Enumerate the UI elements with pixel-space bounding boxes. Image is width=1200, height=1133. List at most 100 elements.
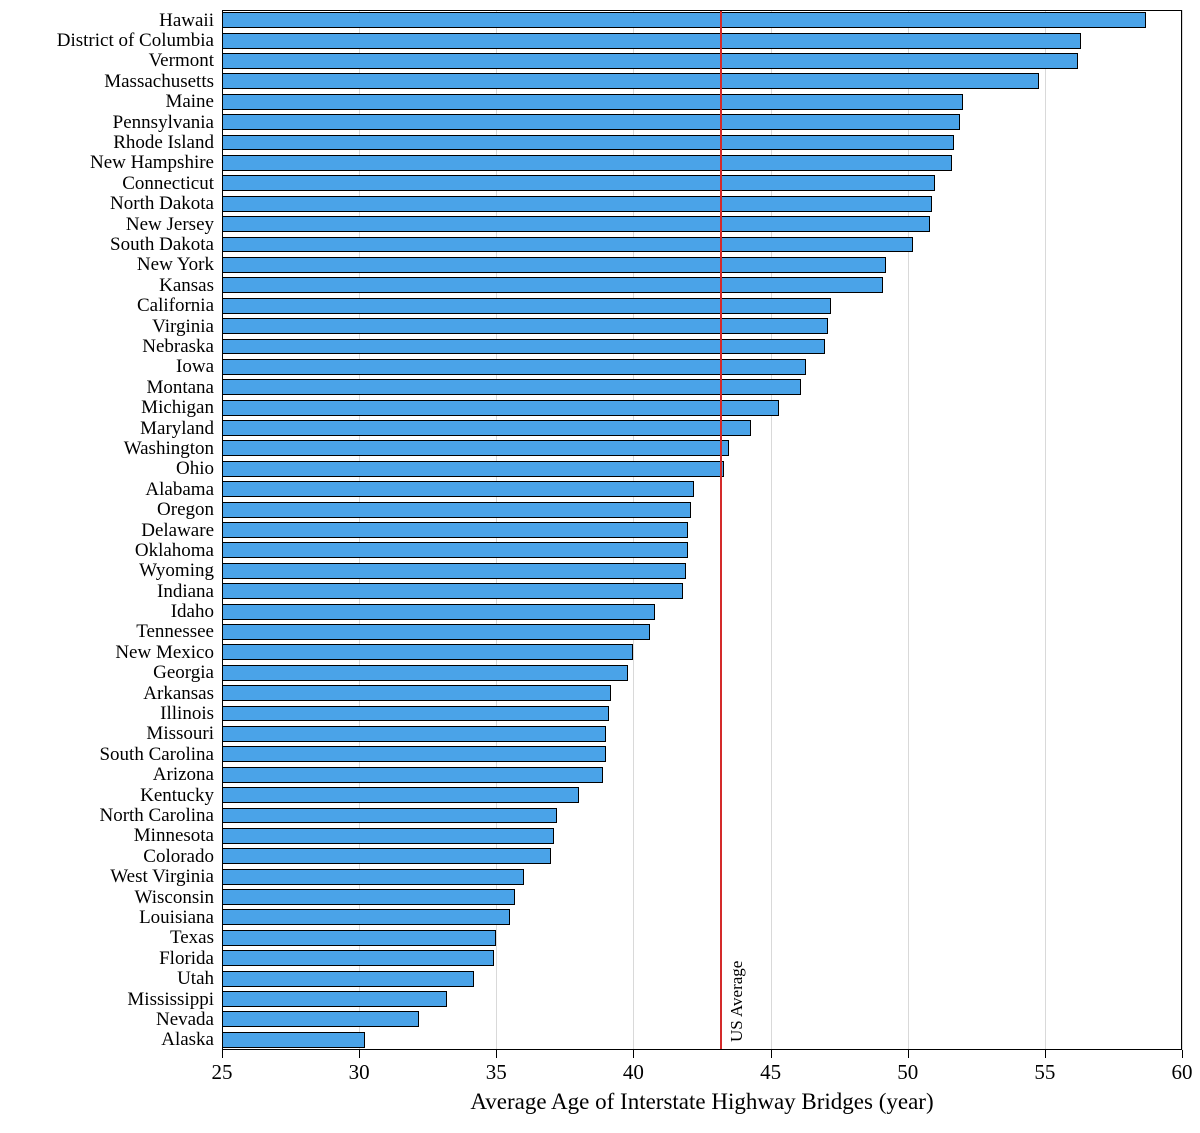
y-tick-label: Virginia <box>152 316 214 338</box>
y-tick-label: Alabama <box>145 479 214 501</box>
us-average-line <box>720 10 722 1050</box>
y-tick-label: Idaho <box>171 601 214 623</box>
x-tick-label: 25 <box>212 1060 233 1085</box>
bar <box>222 971 474 987</box>
bar <box>222 400 779 416</box>
x-tick-mark <box>222 1050 223 1058</box>
x-tick-mark <box>1045 1050 1046 1058</box>
y-tick-label: Oregon <box>157 499 214 521</box>
bar <box>222 848 551 864</box>
bar <box>222 644 633 660</box>
x-tick-label: 30 <box>349 1060 370 1085</box>
bar <box>222 298 831 314</box>
bar <box>222 257 886 273</box>
y-tick-label: Washington <box>124 438 214 460</box>
bar <box>222 12 1146 28</box>
bar <box>222 237 913 253</box>
bar <box>222 359 806 375</box>
bridge-age-chart: HawaiiDistrict of ColumbiaVermontMassach… <box>0 0 1200 1133</box>
x-tick-mark <box>633 1050 634 1058</box>
y-tick-label: Ohio <box>176 458 214 480</box>
y-tick-label: District of Columbia <box>57 30 214 52</box>
x-tick-mark <box>908 1050 909 1058</box>
bar <box>222 155 952 171</box>
y-tick-label: West Virginia <box>110 866 214 888</box>
bar <box>222 339 825 355</box>
bar <box>222 481 694 497</box>
us-average-label: US Average <box>727 961 747 1042</box>
bar <box>222 33 1081 49</box>
y-tick-label: California <box>137 295 214 317</box>
x-tick-label: 55 <box>1034 1060 1055 1085</box>
x-tick-mark <box>496 1050 497 1058</box>
bar <box>222 502 691 518</box>
axis-spine <box>222 1049 1182 1050</box>
bar <box>222 930 496 946</box>
y-tick-label: Illinois <box>160 703 214 725</box>
y-tick-label: Mississippi <box>127 989 214 1011</box>
bar <box>222 767 603 783</box>
y-tick-label: Wisconsin <box>135 887 214 909</box>
bar <box>222 909 510 925</box>
bar <box>222 175 935 191</box>
bar <box>222 1032 365 1048</box>
bar <box>222 53 1078 69</box>
bar <box>222 196 932 212</box>
bar <box>222 685 611 701</box>
y-tick-label: Alaska <box>161 1029 214 1051</box>
bar <box>222 277 883 293</box>
y-tick-label: Wyoming <box>139 560 214 582</box>
y-tick-label: Oklahoma <box>135 540 214 562</box>
bar <box>222 604 655 620</box>
y-tick-label: Connecticut <box>122 173 214 195</box>
axis-spine <box>222 10 223 1050</box>
y-tick-label: New York <box>137 254 214 276</box>
y-tick-label: Kentucky <box>140 785 214 807</box>
y-tick-label: Nebraska <box>142 336 214 358</box>
bar <box>222 522 688 538</box>
y-tick-label: New Jersey <box>126 214 214 236</box>
y-tick-label: Montana <box>146 377 214 399</box>
y-tick-label: Hawaii <box>159 10 214 32</box>
y-tick-label: Georgia <box>153 662 214 684</box>
bar <box>222 706 609 722</box>
bar <box>222 1011 419 1027</box>
bar <box>222 869 524 885</box>
y-tick-label: Colorado <box>143 846 214 868</box>
x-tick-mark <box>1182 1050 1183 1058</box>
y-tick-label: New Hampshire <box>90 152 214 174</box>
bar <box>222 583 683 599</box>
bar <box>222 420 751 436</box>
bar <box>222 318 828 334</box>
y-tick-label: Florida <box>159 948 214 970</box>
y-tick-label: Iowa <box>176 356 214 378</box>
y-tick-label: Delaware <box>141 520 214 542</box>
y-tick-label: Texas <box>170 927 214 949</box>
bar <box>222 746 606 762</box>
y-tick-label: Nevada <box>156 1009 214 1031</box>
x-axis-title: Average Age of Interstate Highway Bridge… <box>470 1089 933 1115</box>
y-tick-label: Vermont <box>149 50 214 72</box>
bar <box>222 950 494 966</box>
y-tick-label: South Dakota <box>110 234 214 256</box>
bar <box>222 440 729 456</box>
bar <box>222 828 554 844</box>
y-tick-label: Massachusetts <box>104 71 214 93</box>
y-tick-label: New Mexico <box>115 642 214 664</box>
y-tick-label: Arkansas <box>143 683 214 705</box>
y-tick-label: South Carolina <box>99 744 214 766</box>
y-tick-label: Missouri <box>146 723 214 745</box>
y-tick-label: Rhode Island <box>113 132 214 154</box>
bar <box>222 726 606 742</box>
y-tick-label: Michigan <box>141 397 214 419</box>
y-tick-label: Indiana <box>157 581 214 603</box>
bar <box>222 542 688 558</box>
bar <box>222 94 963 110</box>
axis-spine <box>222 10 1182 11</box>
x-tick-label: 35 <box>486 1060 507 1085</box>
x-tick-mark <box>771 1050 772 1058</box>
bar <box>222 889 515 905</box>
bar <box>222 216 930 232</box>
plot-area <box>222 10 1182 1050</box>
bar <box>222 73 1039 89</box>
